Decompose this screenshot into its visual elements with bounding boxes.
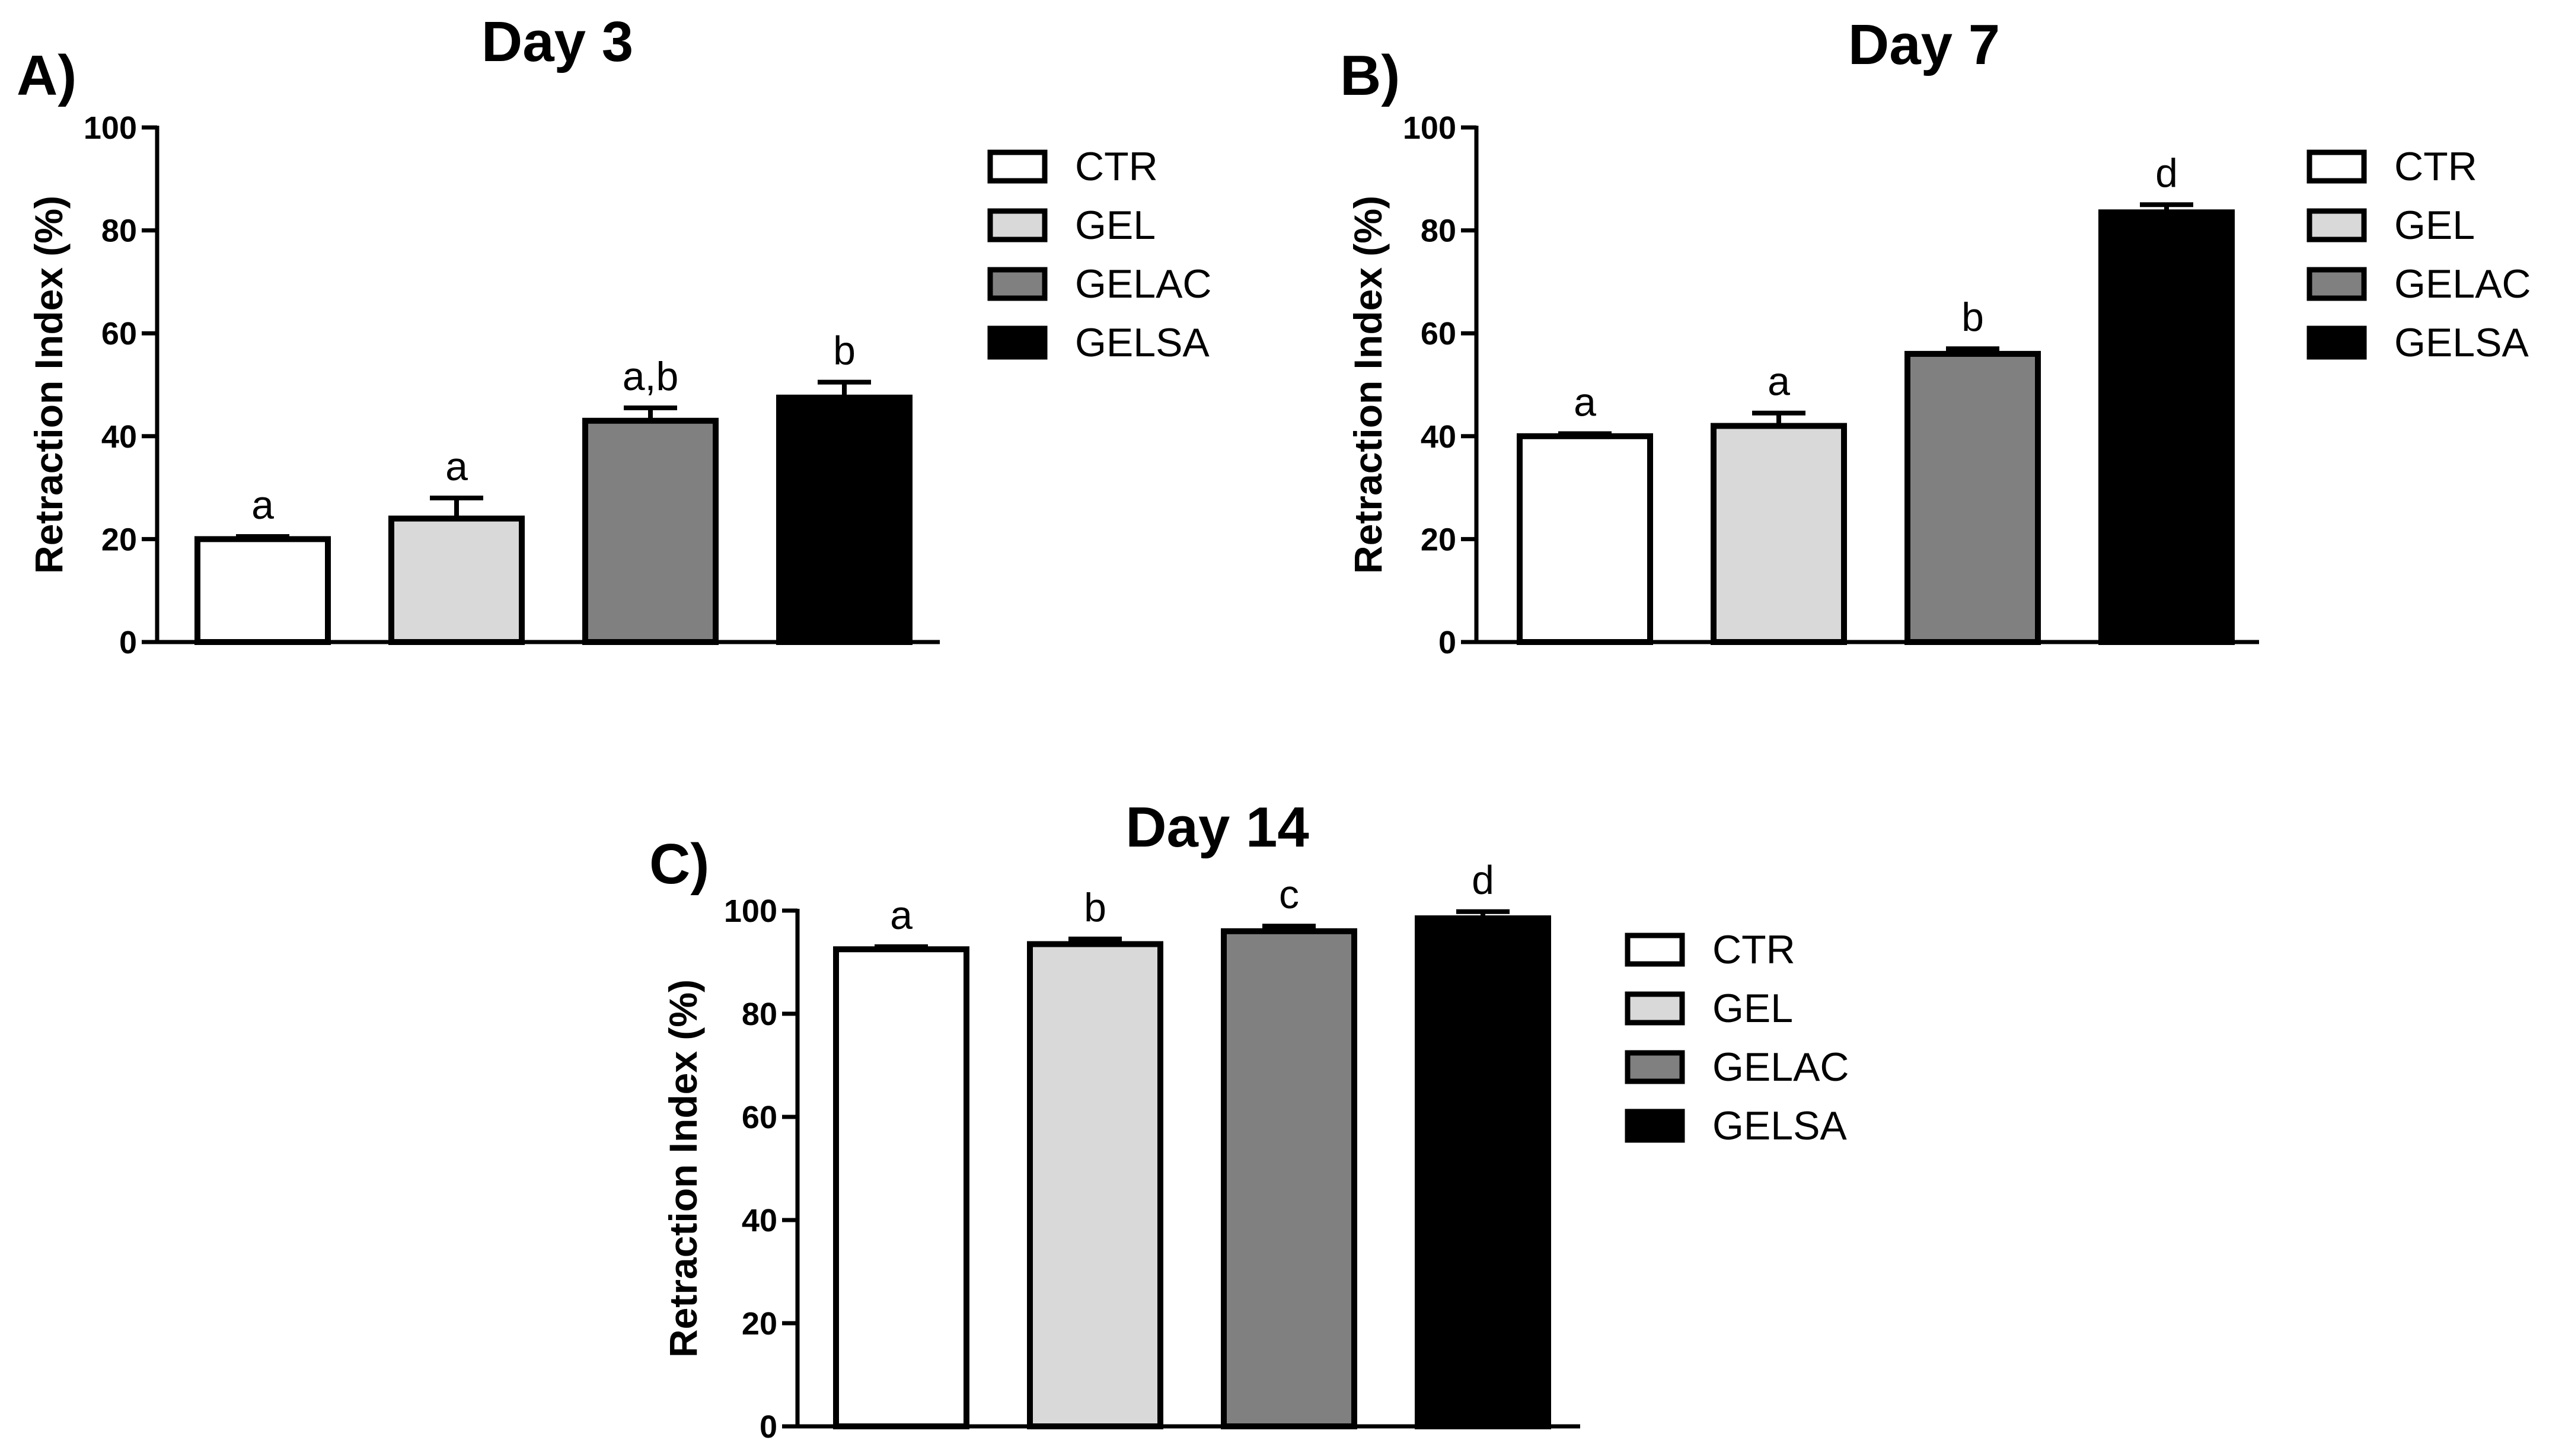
y-tick-label: 80 <box>1421 213 1456 249</box>
legend-label: CTR <box>1075 144 1158 189</box>
significance-label: a <box>1574 379 1596 424</box>
y-tick-label: 40 <box>101 419 137 455</box>
legend-label: GELSA <box>1712 1103 1847 1148</box>
y-tick-label: 0 <box>1438 625 1456 660</box>
legend-swatch-ctr <box>1625 933 1685 967</box>
significance-label: b <box>1961 295 1984 340</box>
legend-label: GELSA <box>1075 320 1210 365</box>
bar-ctr <box>1517 433 1653 645</box>
panel-label: C) <box>649 832 709 896</box>
bar-ctr <box>833 946 969 1429</box>
significance-label: a <box>890 893 913 938</box>
significance-label: a <box>1768 359 1790 404</box>
legend-label: GELSA <box>2394 320 2529 365</box>
y-axis-label: Retraction Index (%) <box>661 979 705 1358</box>
legend-swatch-gelsa <box>1625 1109 1685 1143</box>
legend-label: GEL <box>2394 203 2475 248</box>
bar-gel <box>1711 423 1847 645</box>
y-tick-label: 60 <box>742 1100 777 1135</box>
panel-c: C) Day 14 Retraction Index (%) 0 20 40 60 80 100… <box>649 796 1849 1445</box>
legend-swatch-gelac <box>2306 267 2367 301</box>
significance-label: a <box>445 444 468 489</box>
legend-swatch-ctr <box>2306 149 2367 184</box>
legend-label: GELAC <box>1075 261 1212 306</box>
y-tick-label: 80 <box>101 213 137 249</box>
significance-label: d <box>2155 151 2178 196</box>
legend-swatch-gelac <box>1625 1050 1685 1084</box>
y-tick-label: 100 <box>1403 110 1456 146</box>
legend-label: GELAC <box>2394 261 2531 306</box>
bar-gel <box>388 515 525 645</box>
y-tick-label: 0 <box>760 1409 777 1445</box>
y-tick-label: 100 <box>84 110 137 146</box>
chart-title: Day 7 <box>1848 13 2000 76</box>
significance-label: a,b <box>623 354 679 399</box>
y-tick-label: 20 <box>742 1306 777 1342</box>
legend-label: GELAC <box>1712 1045 1849 1090</box>
y-axis-label: Retraction Index (%) <box>27 196 71 574</box>
bar-ctr <box>194 536 331 646</box>
y-tick-label: 20 <box>101 522 137 557</box>
legend-label: GEL <box>1075 203 1156 248</box>
chart-title: Day 3 <box>481 10 633 74</box>
bar-gelsa <box>2098 209 2235 646</box>
significance-label: b <box>833 328 856 373</box>
chart-title: Day 14 <box>1125 796 1309 859</box>
legend-swatch-gelac <box>987 267 1048 301</box>
legend-swatch-gelsa <box>2306 325 2367 360</box>
legend-swatch-gelsa <box>987 325 1048 360</box>
y-tick-label: 60 <box>101 316 137 352</box>
legend-label: CTR <box>2394 144 2477 189</box>
legend-swatch-gel <box>2306 208 2367 242</box>
bar-gelac <box>1221 928 1357 1430</box>
legend-label: GEL <box>1712 986 1793 1031</box>
y-tick-label: 80 <box>742 997 777 1032</box>
bar-gelsa <box>1415 915 1551 1430</box>
legend-swatch-gel <box>987 208 1048 242</box>
bar-gelac <box>582 417 719 645</box>
y-axis-label: Retraction Index (%) <box>1346 196 1390 574</box>
y-tick-label: 40 <box>742 1203 777 1238</box>
panel-label: A) <box>17 44 76 107</box>
bar-gelsa <box>776 394 913 645</box>
significance-label: d <box>1472 858 1494 903</box>
significance-label: c <box>1279 872 1299 917</box>
significance-label: a <box>251 483 274 528</box>
significance-label: b <box>1084 885 1106 930</box>
legend-label: CTR <box>1712 927 1795 972</box>
y-tick-label: 60 <box>1421 316 1456 352</box>
legend-swatch-ctr <box>987 149 1048 184</box>
panel-label: B) <box>1340 44 1400 107</box>
legend-swatch-gel <box>1625 991 1685 1026</box>
y-tick-label: 20 <box>1421 522 1456 557</box>
y-tick-label: 100 <box>724 893 777 929</box>
bar-gel <box>1027 941 1163 1430</box>
y-tick-label: 0 <box>119 625 137 660</box>
panel-b: B) Day 7 Retraction Index (%) 0 20 40 60 80 100 a… <box>1340 13 2531 660</box>
bar-gelac <box>1904 350 2041 645</box>
panel-a: A) Day 3 Retraction Index (%) 0 20 40 60 80 100 a… <box>17 10 1212 660</box>
y-tick-label: 40 <box>1421 419 1456 455</box>
